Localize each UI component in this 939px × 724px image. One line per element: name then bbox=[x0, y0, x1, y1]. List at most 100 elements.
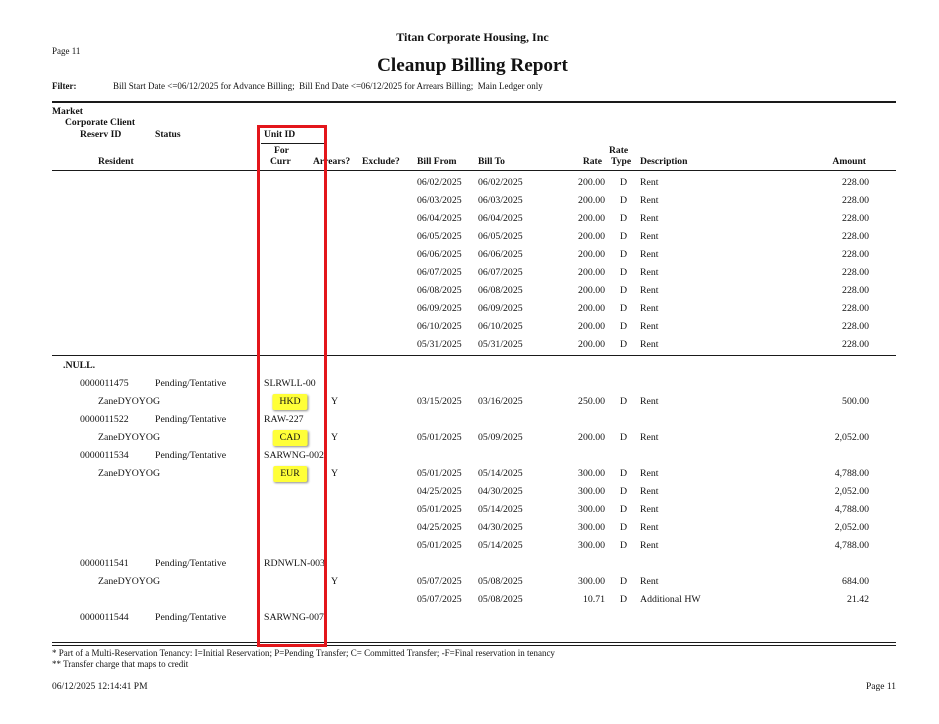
bill-from-value: 06/03/2025 bbox=[417, 195, 462, 206]
column-header-rule bbox=[52, 170, 896, 171]
bill-from-value: 06/02/2025 bbox=[417, 177, 462, 188]
rate-value: 10.71 bbox=[582, 594, 605, 605]
resident-name: ZaneDYOYOG bbox=[98, 432, 161, 443]
market-group-label: .NULL. bbox=[63, 360, 96, 371]
resident-row: ZaneDYOYOG Y 05/07/2025 05/08/2025 300.00 D Re… bbox=[0, 573, 939, 591]
bill-from-value: 05/07/2025 bbox=[417, 594, 462, 605]
currency-highlight: HKD bbox=[272, 394, 308, 410]
bill-from-value: 04/25/2025 bbox=[417, 522, 462, 533]
rate-value: 300.00 bbox=[578, 522, 605, 533]
bill-to-value: 06/07/2025 bbox=[478, 267, 523, 278]
charge-line-row: 05/07/2025 05/08/2025 10.71 D Additional HW 2… bbox=[0, 591, 939, 609]
column-header-exclude: Exclude? bbox=[362, 156, 400, 167]
unit-id-value: RAW-227 bbox=[264, 414, 304, 425]
charge-line-row: 06/10/2025 06/10/2025 200.00 D Rent 228.00 bbox=[0, 318, 939, 336]
rate-type-value: D bbox=[620, 486, 628, 497]
bill-to-value: 05/08/2025 bbox=[478, 594, 523, 605]
bill-from-value: 06/08/2025 bbox=[417, 285, 462, 296]
amount-value: 228.00 bbox=[842, 177, 869, 188]
column-header-status: Status bbox=[155, 129, 181, 140]
amount-value: 228.00 bbox=[842, 321, 869, 332]
bill-from-value: 05/01/2025 bbox=[417, 540, 462, 551]
rate-value: 250.00 bbox=[578, 396, 605, 407]
column-header-rate: Rate bbox=[582, 156, 602, 167]
bill-to-value: 03/16/2025 bbox=[478, 396, 523, 407]
rate-value: 200.00 bbox=[578, 321, 605, 332]
bill-from-value: 06/04/2025 bbox=[417, 213, 462, 224]
bill-to-value: 05/09/2025 bbox=[478, 432, 523, 443]
bill-to-value: 05/31/2025 bbox=[478, 339, 523, 350]
bill-to-value: 06/02/2025 bbox=[478, 177, 523, 188]
rate-type-value: D bbox=[620, 249, 628, 260]
amount-value: 228.00 bbox=[842, 231, 869, 242]
bill-to-value: 06/04/2025 bbox=[478, 213, 523, 224]
charge-line-row: 06/05/2025 06/05/2025 200.00 D Rent 228.00 bbox=[0, 228, 939, 246]
amount-value: 228.00 bbox=[842, 285, 869, 296]
charge-line-row: 04/25/2025 04/30/2025 300.00 D Rent 2,052.00 bbox=[0, 483, 939, 501]
rate-type-value: D bbox=[620, 177, 628, 188]
market-group-row: .NULL. bbox=[0, 357, 939, 375]
resident-name: ZaneDYOYOG bbox=[98, 396, 161, 407]
bill-from-value: 05/31/2025 bbox=[417, 339, 462, 350]
reserv-id-value: 0000011475 bbox=[80, 378, 129, 389]
section-divider-rule bbox=[52, 355, 896, 356]
bill-to-value: 05/14/2025 bbox=[478, 504, 523, 515]
column-header-for-curr-bottom: Curr bbox=[270, 156, 291, 167]
rate-type-value: D bbox=[620, 522, 628, 533]
rate-type-value: D bbox=[620, 231, 628, 242]
unit-id-value: SARWNG-002 bbox=[264, 450, 324, 461]
bill-from-value: 04/25/2025 bbox=[417, 486, 462, 497]
amount-value: 2,052.00 bbox=[834, 486, 869, 497]
amount-value: 500.00 bbox=[842, 396, 869, 407]
bill-to-value: 06/03/2025 bbox=[478, 195, 523, 206]
column-header-rate-type-bottom: Type bbox=[611, 156, 632, 167]
description-value: Rent bbox=[640, 249, 659, 260]
footer-double-rule-lower bbox=[52, 645, 896, 646]
arrears-flag: Y bbox=[331, 468, 339, 479]
report-title: Cleanup Billing Report bbox=[377, 55, 568, 76]
rate-type-value: D bbox=[620, 396, 628, 407]
status-value: Pending/Tentative bbox=[155, 414, 227, 425]
description-value: Rent bbox=[640, 285, 659, 296]
description-value: Rent bbox=[640, 213, 659, 224]
reservation-row: 0000011534 Pending/Tentative SARWNG-002 bbox=[0, 447, 939, 465]
footnote-transfer-charge: ** Transfer charge that maps to credit bbox=[52, 659, 189, 669]
rate-type-value: D bbox=[620, 285, 628, 296]
amount-value: 21.42 bbox=[846, 594, 869, 605]
description-value: Rent bbox=[640, 267, 659, 278]
unit-id-value: SARWNG-007 bbox=[264, 612, 324, 623]
rate-type-value: D bbox=[620, 339, 628, 350]
bill-to-value: 05/08/2025 bbox=[478, 576, 523, 587]
amount-value: 228.00 bbox=[842, 267, 869, 278]
column-header-description: Description bbox=[640, 156, 688, 167]
rate-type-value: D bbox=[620, 576, 628, 587]
description-value: Rent bbox=[640, 177, 659, 188]
description-value: Rent bbox=[640, 231, 659, 242]
rate-type-value: D bbox=[620, 540, 628, 551]
bill-from-value: 06/05/2025 bbox=[417, 231, 462, 242]
rate-value: 200.00 bbox=[578, 213, 605, 224]
rate-type-value: D bbox=[620, 468, 628, 479]
bill-from-value: 06/10/2025 bbox=[417, 321, 462, 332]
bill-to-value: 06/08/2025 bbox=[478, 285, 523, 296]
rate-value: 200.00 bbox=[578, 303, 605, 314]
status-value: Pending/Tentative bbox=[155, 450, 227, 461]
amount-value: 228.00 bbox=[842, 303, 869, 314]
charge-line-row: 06/07/2025 06/07/2025 200.00 D Rent 228.00 bbox=[0, 264, 939, 282]
description-value: Rent bbox=[640, 432, 659, 443]
bill-to-value: 05/14/2025 bbox=[478, 540, 523, 551]
arrears-flag: Y bbox=[331, 396, 339, 407]
bill-to-value: 04/30/2025 bbox=[478, 486, 523, 497]
bill-from-value: 05/01/2025 bbox=[417, 432, 462, 443]
page-number-bottom: Page 11 bbox=[866, 682, 896, 692]
column-header-bill-to: Bill To bbox=[478, 156, 505, 167]
description-value: Rent bbox=[640, 540, 659, 551]
charge-line-row: 05/01/2025 05/14/2025 300.00 D Rent 4,788.00 bbox=[0, 501, 939, 519]
description-value: Rent bbox=[640, 396, 659, 407]
rate-value: 200.00 bbox=[578, 195, 605, 206]
arrears-flag: Y bbox=[331, 432, 339, 443]
amount-value: 2,052.00 bbox=[834, 522, 869, 533]
bill-from-value: 05/07/2025 bbox=[417, 576, 462, 587]
